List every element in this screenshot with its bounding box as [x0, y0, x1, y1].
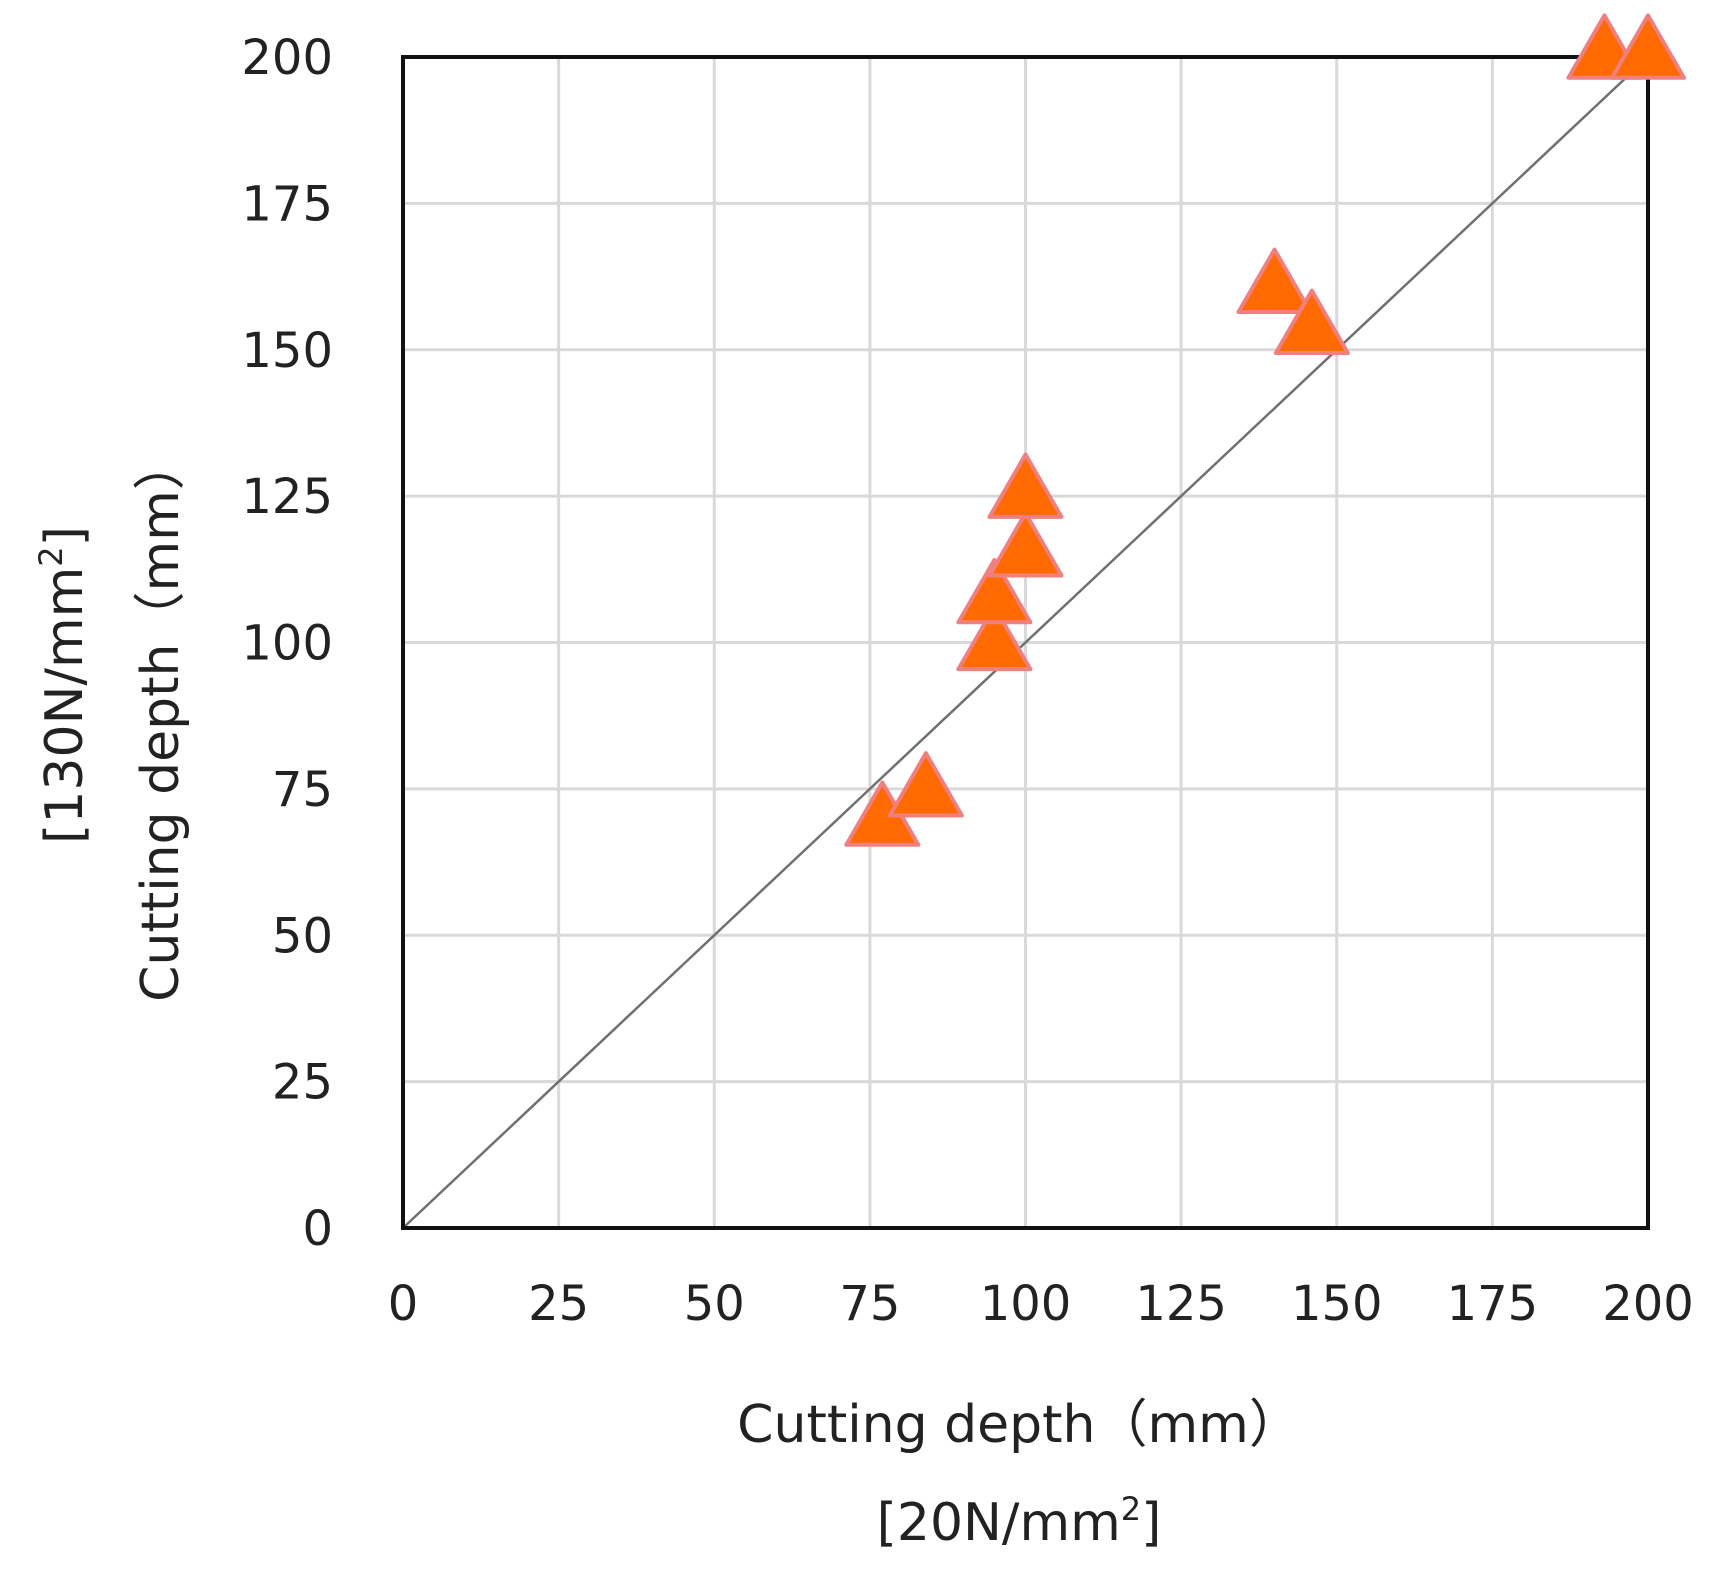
data-point-0-3 [956, 557, 1033, 625]
x-tick-label-3: 75 [839, 1276, 900, 1332]
y-tick-label-0: 0 [302, 1201, 333, 1257]
grid-lines [403, 57, 1648, 1228]
y-tick-label-4: 100 [241, 616, 333, 672]
x-axis-title: Cutting depth（mm） [737, 1395, 1301, 1455]
x-tick-label-4: 100 [980, 1276, 1072, 1332]
x-tick-label-5: 125 [1135, 1276, 1227, 1332]
y-axis-subtitle: [130N/mm2] [32, 526, 95, 844]
y-tick-label-8: 200 [241, 30, 333, 86]
data-point-0-5 [987, 452, 1064, 519]
data-points [844, 13, 1686, 847]
data-point-0-2 [956, 604, 1033, 672]
plot-frame [401, 55, 1650, 1230]
y-tick-label-1: 25 [272, 1055, 333, 1111]
reference-line [402, 56, 1649, 1229]
x-axis-subtitle: [20N/mm2] [877, 1490, 1162, 1553]
x-tick-label-0: 0 [388, 1276, 419, 1332]
y-axis-title: Cutting depth（mm） [131, 438, 191, 1002]
x-tick-label-6: 150 [1291, 1276, 1383, 1332]
data-point-0-6 [1236, 247, 1313, 314]
y-tick-label-7: 175 [241, 176, 333, 232]
y-tick-label-6: 150 [241, 323, 333, 379]
data-point-0-4 [987, 511, 1064, 578]
x-tick-label-2: 50 [684, 1276, 745, 1332]
y-tick-label-3: 75 [272, 762, 333, 818]
data-point-0-7 [1273, 288, 1350, 355]
x-tick-label-7: 175 [1447, 1276, 1539, 1332]
y-tick-label-5: 125 [241, 469, 333, 525]
y-tick-labels: 0 25 50 75 100 125 150 175 200 [241, 30, 333, 1257]
x-tick-labels: 0 25 50 75 100 125 150 175 200 [388, 1276, 1694, 1332]
x-tick-label-8: 200 [1602, 1276, 1694, 1332]
data-point-0-9 [1610, 13, 1686, 80]
y-tick-label-2: 50 [272, 908, 333, 964]
x-tick-label-1: 25 [528, 1276, 589, 1332]
data-point-0-1 [887, 751, 964, 818]
